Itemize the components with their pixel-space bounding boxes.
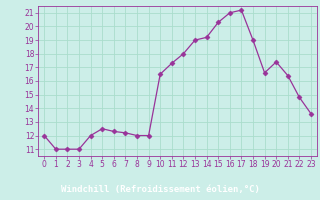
Text: Windchill (Refroidissement éolien,°C): Windchill (Refroidissement éolien,°C) xyxy=(60,185,260,194)
